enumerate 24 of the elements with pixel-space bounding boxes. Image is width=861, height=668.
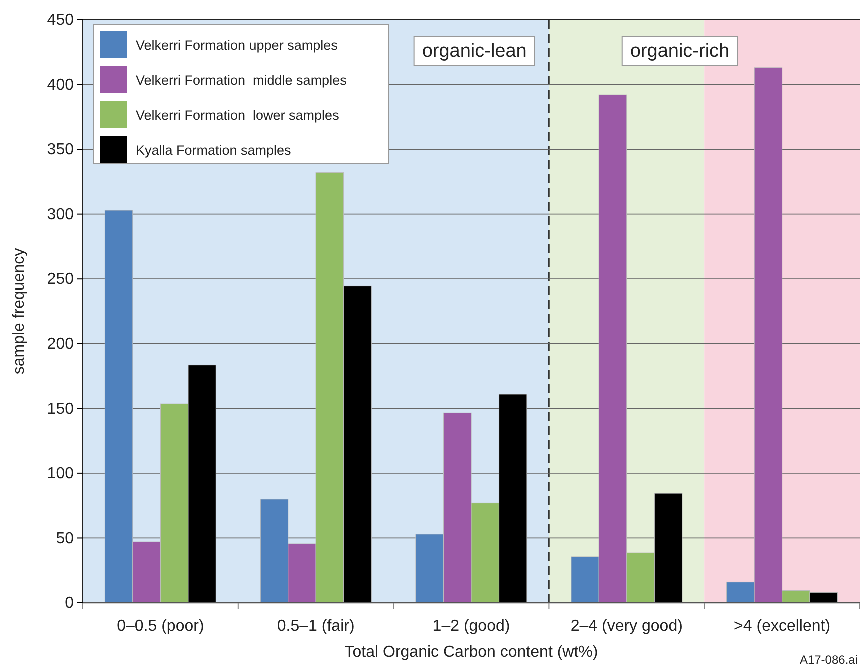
y-tick-label: 150	[47, 400, 74, 418]
y-tick-label: 400	[47, 76, 74, 94]
x-tick-label: 1–2 (good)	[432, 618, 510, 635]
band-label: organic-lean	[422, 41, 527, 62]
x-tick-label: >4 (excellent)	[734, 618, 831, 635]
y-tick-label: 350	[47, 142, 74, 159]
y-tick-label: 450	[47, 12, 74, 30]
legend-label: Velkerri Formation upper samples	[136, 38, 338, 53]
y-axis-title: sample frequency	[11, 248, 28, 375]
y-tick-label: 0	[65, 595, 74, 612]
y-tick-label: 100	[47, 466, 74, 483]
annotation: organic-rich	[630, 41, 730, 62]
x-axis-title: Total Organic Carbon content (wt%)	[344, 644, 598, 661]
y-tick-label: 50	[56, 530, 74, 548]
legend-label: Velkerri Formation middle samples	[136, 73, 348, 88]
x-tick-label: 2–4 (very good)	[570, 618, 683, 635]
y-tick-label: 250	[47, 271, 74, 288]
text: A17-086.ai	[800, 653, 858, 667]
y-tick-label: 300	[47, 206, 74, 224]
legend-label: Velkerri Formation lower samples	[136, 108, 340, 123]
y-tick-label: 200	[47, 336, 74, 354]
legend-label: Kyalla Formation samples	[136, 143, 292, 158]
x-tick-label: 0–0.5 (poor)	[117, 618, 204, 635]
x-tick-label: 0.5–1 (fair)	[277, 618, 355, 635]
